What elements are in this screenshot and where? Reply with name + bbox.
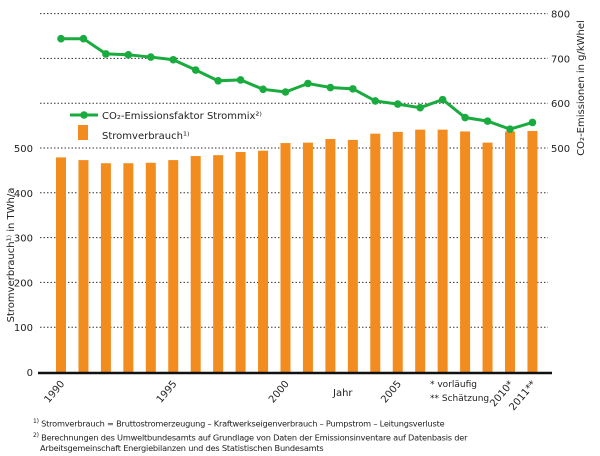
bar-2004 bbox=[370, 133, 381, 372]
left-tick-label: 0 bbox=[27, 368, 33, 379]
bar-1993 bbox=[123, 163, 134, 372]
co2-point-2010 bbox=[506, 125, 514, 133]
co2-point-1994 bbox=[147, 53, 155, 61]
co2-point-1999 bbox=[259, 85, 267, 94]
bar-2008 bbox=[460, 131, 471, 372]
left-tick-label: 300 bbox=[14, 234, 33, 245]
bar-2009 bbox=[482, 142, 493, 372]
left-tick-label: 200 bbox=[14, 278, 33, 289]
bar-1998 bbox=[235, 152, 246, 372]
co2-point-2000 bbox=[281, 88, 290, 96]
x-tick-label: 1990 bbox=[43, 379, 68, 406]
footnote-2: 2) Berechnungen des Umweltbundesamts auf… bbox=[33, 432, 468, 443]
left-tick-label: 500 bbox=[14, 144, 33, 155]
right-axis-label: CO₂-Emissionen in g/kWhel bbox=[576, 20, 587, 156]
co2-point-1996 bbox=[191, 66, 200, 74]
bar-1992 bbox=[100, 163, 111, 372]
co2-point-2004 bbox=[371, 97, 380, 105]
bar-2010 bbox=[505, 131, 515, 372]
co2-line bbox=[61, 37, 533, 131]
co2-point-1995 bbox=[169, 55, 178, 64]
co2-point-1992 bbox=[102, 50, 110, 58]
x-tick-label: 2005 bbox=[379, 379, 404, 406]
co2-point-2001 bbox=[304, 79, 312, 88]
bar-1995 bbox=[168, 160, 179, 372]
co2-point-2011 bbox=[528, 118, 537, 127]
note-preliminary: * vorläufig bbox=[430, 380, 477, 390]
right-tick-label: 800 bbox=[551, 10, 570, 21]
bar-2003 bbox=[347, 139, 358, 372]
bar-2005 bbox=[392, 131, 403, 372]
legend-co2-label: CO₂-Emissionsfaktor Strommix²⁾ bbox=[102, 111, 262, 122]
note-estimate: ** Schätzung bbox=[430, 394, 489, 404]
bar-1996 bbox=[190, 156, 201, 372]
bar-2000 bbox=[280, 143, 291, 372]
x-tick-label: 1995 bbox=[155, 379, 180, 406]
co2-point-2009 bbox=[483, 117, 492, 125]
bar-1994 bbox=[145, 162, 156, 372]
bar-1990 bbox=[56, 157, 66, 372]
bar-2011 bbox=[527, 130, 538, 372]
bar-1991 bbox=[78, 160, 89, 372]
left-tick-label: 400 bbox=[14, 189, 33, 200]
legend-line-marker bbox=[80, 111, 88, 119]
legend-bar-swatch bbox=[78, 125, 88, 140]
co2-point-1993 bbox=[124, 51, 133, 59]
right-tick-label: 700 bbox=[551, 54, 570, 65]
footnote-1: 1) Stromverbrauch = Bruttostromerzeugung… bbox=[33, 418, 445, 429]
right-tick-label: 500 bbox=[551, 144, 570, 155]
co2-point-2005 bbox=[393, 100, 402, 108]
footnote-2-cont: Arbeitsgemeinschaft Energiebilanzen und … bbox=[40, 443, 324, 453]
co2-point-2003 bbox=[349, 85, 357, 93]
bar-2006 bbox=[415, 129, 426, 372]
co2-point-1997 bbox=[214, 77, 222, 85]
left-axis-label: Stromverbrauch¹⁾ in TWh/a bbox=[6, 188, 17, 323]
co2-point-2006 bbox=[416, 103, 425, 112]
co2-point-1991 bbox=[79, 34, 88, 43]
co2-point-2007 bbox=[438, 95, 447, 104]
co2-point-1998 bbox=[236, 76, 245, 84]
bar-2002 bbox=[325, 139, 336, 372]
legend-bar-label: Stromverbrauch¹⁾ bbox=[102, 131, 189, 142]
left-tick-label: 100 bbox=[14, 323, 33, 334]
co2-point-1990 bbox=[57, 34, 65, 43]
x-axis-label: Jahr bbox=[332, 388, 353, 399]
right-tick-label: 600 bbox=[551, 99, 570, 110]
co2-point-2008 bbox=[461, 113, 469, 122]
x-tick-label: 2000 bbox=[267, 379, 292, 406]
bar-1999 bbox=[258, 150, 269, 372]
co2-point-2002 bbox=[326, 83, 335, 92]
bar-2001 bbox=[302, 142, 313, 372]
bar-1997 bbox=[213, 155, 224, 372]
bar-2007 bbox=[437, 129, 448, 372]
